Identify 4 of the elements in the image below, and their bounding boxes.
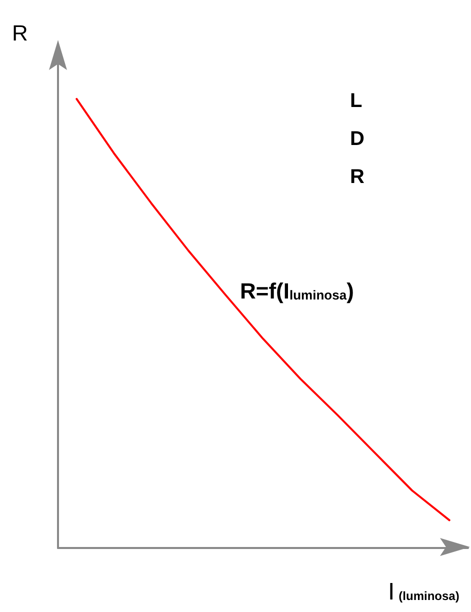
annotation: LDR <box>350 90 365 188</box>
x-axis-title: I(luminosa) <box>388 578 460 606</box>
annotation: R=f(Iluminosa) <box>240 278 354 304</box>
y-axis-title: R <box>12 20 28 46</box>
